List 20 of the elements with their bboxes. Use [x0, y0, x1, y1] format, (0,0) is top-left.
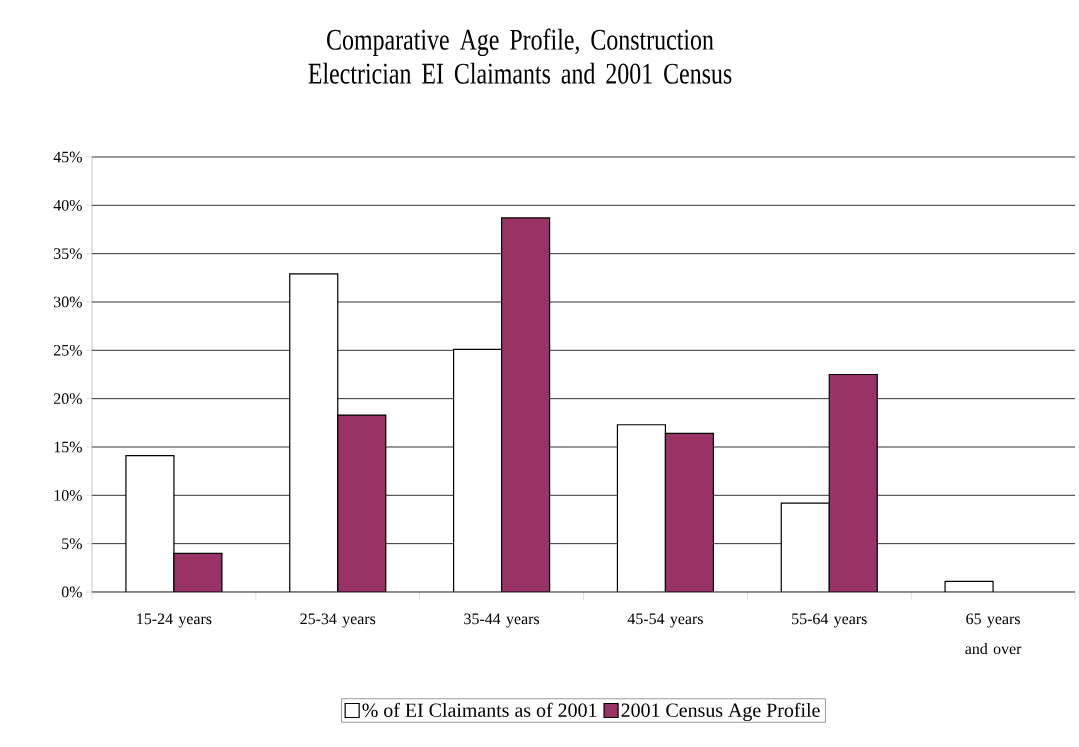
x-tick-label: 35-44 years [464, 613, 540, 628]
y-tick-label: 30% [54, 296, 82, 308]
y-tick-label: 10% [54, 489, 82, 501]
x-tick-label: 55-64 years [792, 613, 867, 628]
x-tick-label: 45-54 years [627, 613, 703, 628]
x-tick-label: 15-24 years [137, 613, 212, 628]
y-tick-label: 45% [53, 151, 82, 163]
y-tick-label: 40% [53, 199, 82, 211]
bar [944, 580, 994, 592]
x-tick-label: 65 years and over [965, 613, 1022, 655]
y-tick-label: 35% [54, 248, 82, 260]
y-tick-label: 25% [53, 344, 82, 356]
y-tick-label: 5% [62, 538, 82, 550]
y-tick-label: 15% [54, 441, 82, 453]
chart-title: Comparative Age Profile, Construction Electrician EI Claimants and 2001 Census [308, 28, 732, 84]
y-tick-label: 20% [53, 393, 82, 405]
legend-label: 2001 Census Age Profile [621, 702, 820, 722]
x-tick-label: 25-34 years [300, 613, 376, 628]
y-tick-label: 0% [61, 586, 82, 598]
legend-label: % of EI Claimants as of 2001 [362, 702, 597, 718]
